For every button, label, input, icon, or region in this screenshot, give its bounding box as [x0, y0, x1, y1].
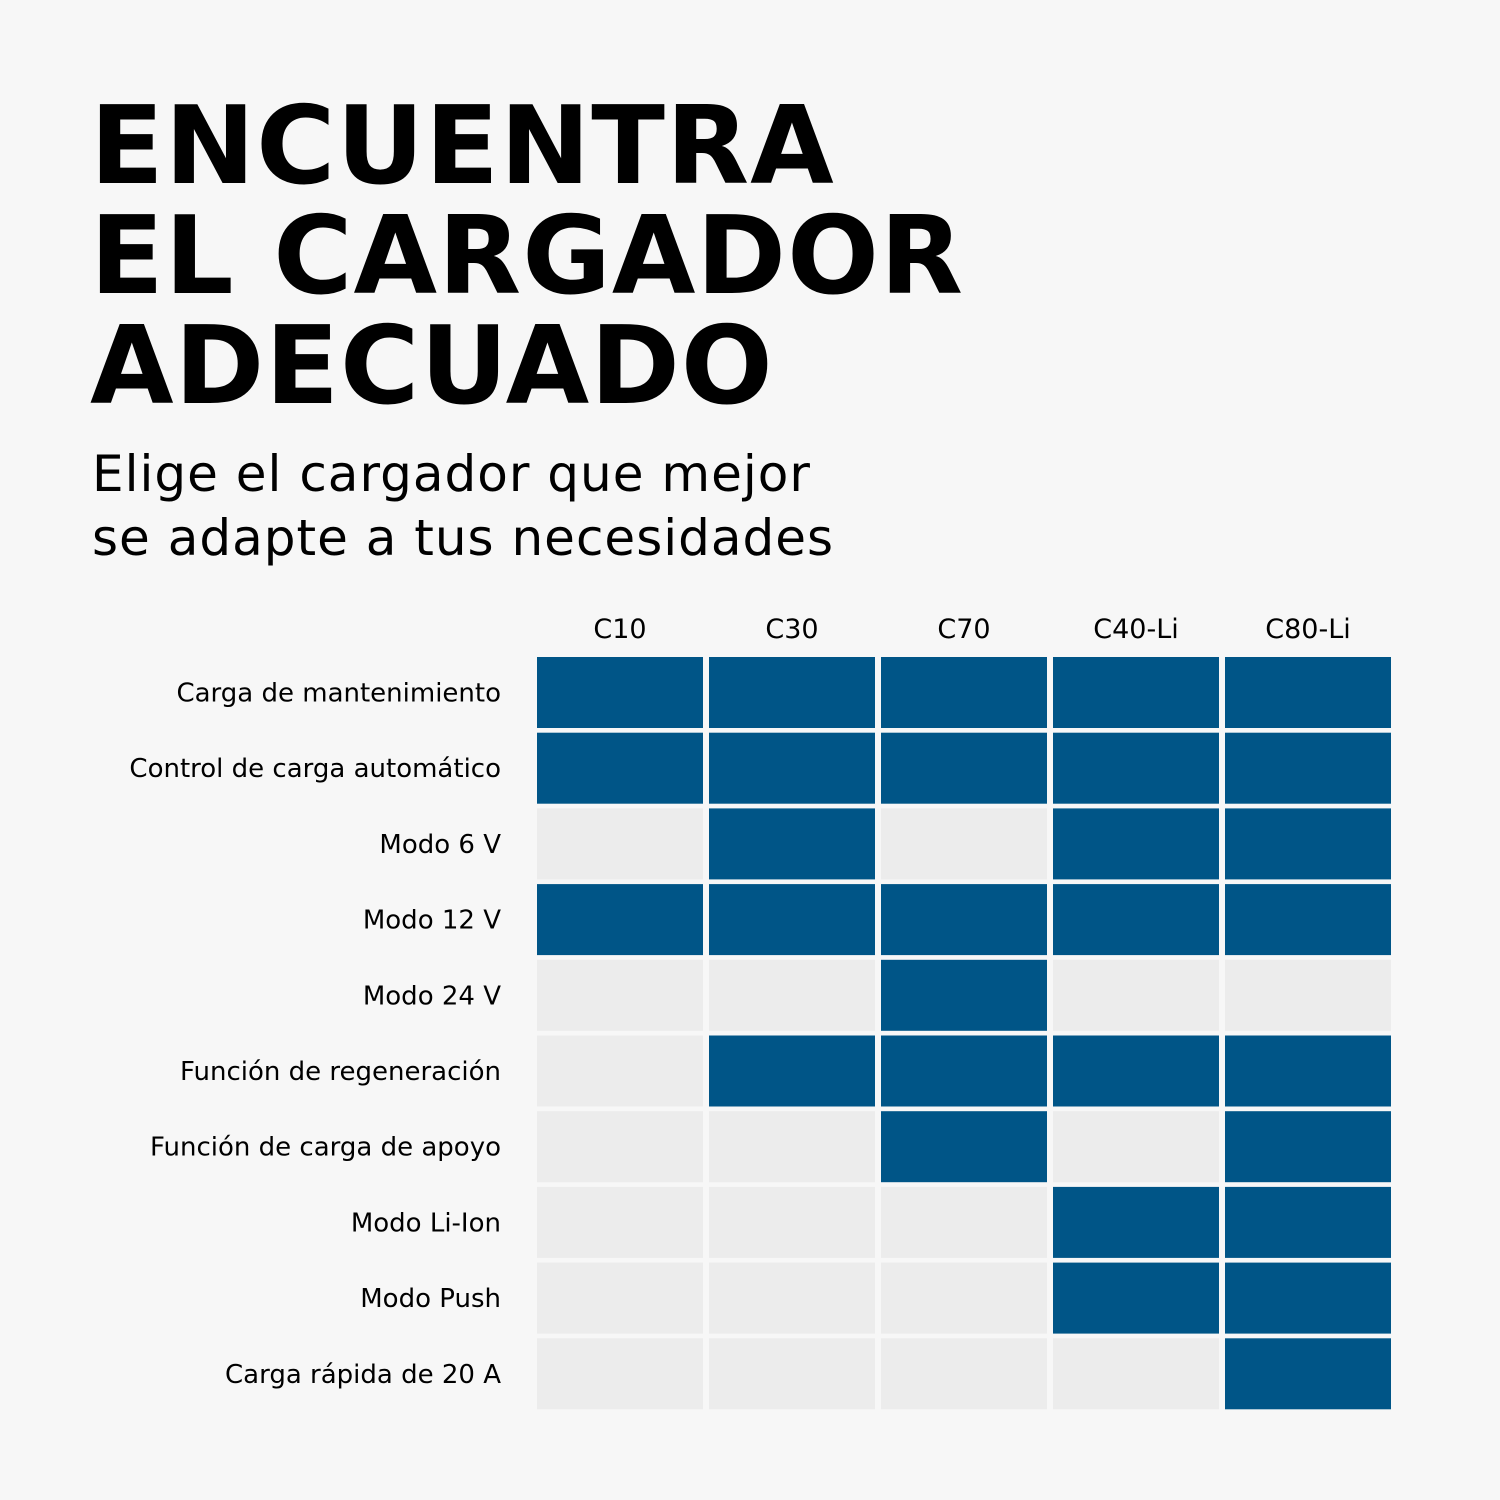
cell-supported [1053, 1035, 1219, 1107]
cell-supported [537, 732, 703, 804]
cell-supported [1225, 1338, 1391, 1410]
cell-supported [1225, 657, 1391, 728]
column-label-c70: C70 [937, 614, 990, 645]
column-label-c30: C30 [765, 614, 818, 645]
cell-not-supported [537, 808, 703, 880]
cell-not-supported [537, 1035, 703, 1107]
headline: ENCUENTRA EL CARGADOR ADECUADO [90, 92, 964, 422]
subtitle-line-2: se adapte a tus necesidades [92, 509, 835, 567]
cell-supported [537, 657, 703, 728]
row-label: Modo Push [360, 1284, 501, 1314]
cell-supported [1053, 884, 1219, 956]
row-label: Control de carga automático [129, 754, 501, 784]
cell-supported [1225, 808, 1391, 880]
cell-not-supported [709, 959, 875, 1031]
headline-line-1: ENCUENTRA [90, 84, 835, 209]
row-label: Función de regeneración [180, 1057, 501, 1087]
cell-supported [1225, 1111, 1391, 1183]
cell-not-supported [1053, 1111, 1219, 1183]
cell-supported [1225, 884, 1391, 956]
subtitle-line-1: Elige el cargador que mejor [92, 445, 811, 503]
row-label: Modo 6 V [379, 830, 501, 860]
cell-supported [1053, 1262, 1219, 1334]
cell-supported [881, 884, 1047, 956]
cell-supported [1053, 657, 1219, 728]
row-label: Carga de mantenimiento [176, 679, 501, 709]
cell-not-supported [709, 1262, 875, 1334]
cell-not-supported [709, 1186, 875, 1258]
cell-not-supported [881, 1262, 1047, 1334]
cell-supported [709, 884, 875, 956]
cell-supported [709, 1035, 875, 1107]
cell-not-supported [881, 1338, 1047, 1410]
cell-supported [1053, 1186, 1219, 1258]
row-label: Modo Li-Ion [351, 1208, 501, 1238]
cell-not-supported [537, 959, 703, 1031]
cell-not-supported [709, 1111, 875, 1183]
column-label-c40-li: C40-Li [1093, 614, 1179, 645]
cell-not-supported [537, 1338, 703, 1410]
cell-supported [709, 657, 875, 728]
cell-not-supported [537, 1111, 703, 1183]
cell-supported [1225, 732, 1391, 804]
cell-supported [1053, 808, 1219, 880]
column-label-c80-li: C80-Li [1265, 614, 1351, 645]
row-label: Carga rápida de 20 A [225, 1360, 501, 1390]
cell-supported [881, 959, 1047, 1031]
row-label: Modo 12 V [363, 906, 501, 936]
column-label-c10: C10 [593, 614, 646, 645]
cell-not-supported [1225, 959, 1391, 1031]
cell-supported [881, 657, 1047, 728]
row-label: Función de carga de apoyo [150, 1133, 501, 1163]
cell-not-supported [537, 1186, 703, 1258]
cell-supported [709, 732, 875, 804]
cell-supported [1225, 1186, 1391, 1258]
cell-not-supported [709, 1338, 875, 1410]
headline-line-3: ADECUADO [90, 304, 774, 429]
cell-supported [881, 1035, 1047, 1107]
cell-not-supported [537, 1262, 703, 1334]
cell-not-supported [881, 808, 1047, 880]
cell-not-supported [1053, 1338, 1219, 1410]
cell-supported [1225, 1035, 1391, 1107]
headline-line-2: EL CARGADOR [90, 194, 965, 319]
subtitle: Elige el cargador que mejor se adapte a … [92, 442, 834, 570]
row-label: Modo 24 V [363, 981, 501, 1011]
cell-not-supported [1053, 959, 1219, 1031]
cell-supported [1225, 1262, 1391, 1334]
cell-supported [881, 732, 1047, 804]
cell-supported [1053, 732, 1219, 804]
cell-supported [881, 1111, 1047, 1183]
cell-supported [709, 808, 875, 880]
cell-supported [537, 884, 703, 956]
cell-not-supported [881, 1186, 1047, 1258]
